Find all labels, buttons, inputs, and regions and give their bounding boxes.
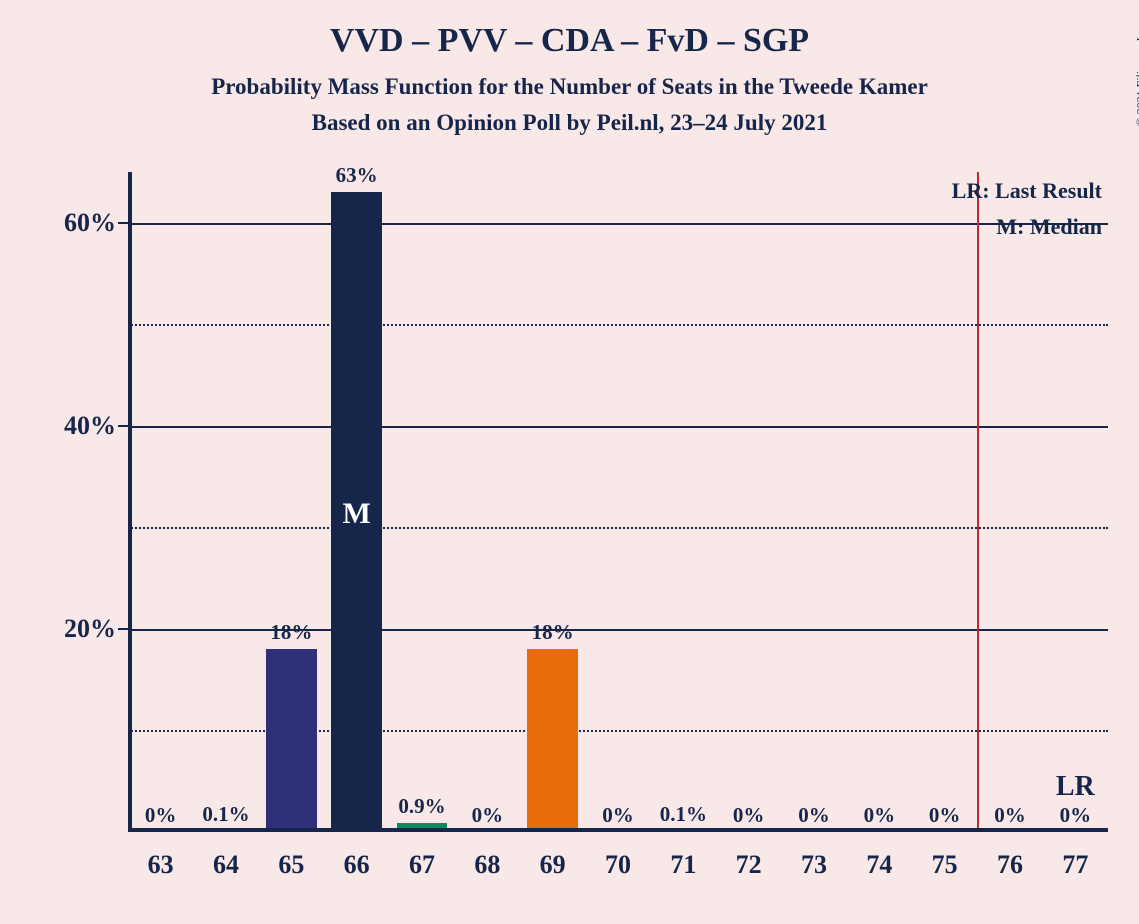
legend-item: LR: Last Result (952, 178, 1102, 204)
copyright-text: © 2021 Filip van Laenen (1133, 6, 1139, 126)
median-mark: M (342, 497, 370, 531)
y-tick (118, 425, 128, 427)
y-tick (118, 222, 128, 224)
x-axis (128, 828, 1108, 832)
chart-subtitle-1: Probability Mass Function for the Number… (0, 74, 1139, 100)
bar-value-label: 18% (532, 620, 574, 645)
chart-title: VVD – PVV – CDA – FvD – SGP (0, 0, 1139, 60)
bar-value-label: 63% (336, 163, 378, 188)
bar-value-label: 18% (270, 620, 312, 645)
bar (266, 649, 317, 832)
bar-value-label: 0.1% (202, 802, 249, 827)
legend-item: M: Median (996, 214, 1102, 240)
x-axis-label: 76 (997, 832, 1023, 880)
y-tick (118, 628, 128, 630)
gridline-minor (128, 324, 1108, 326)
bar-value-label: 0% (472, 803, 504, 828)
chart-subtitle-2: Based on an Opinion Poll by Peil.nl, 23–… (0, 110, 1139, 136)
bar-value-label: 0% (733, 803, 765, 828)
gridline-major (128, 426, 1108, 428)
x-axis-label: 71 (670, 832, 696, 880)
x-axis-label: 77 (1062, 832, 1088, 880)
x-axis-label: 73 (801, 832, 827, 880)
x-axis-label: 74 (866, 832, 892, 880)
x-axis-label: 75 (932, 832, 958, 880)
x-axis-label: 69 (540, 832, 566, 880)
last-result-mark: LR (1056, 771, 1095, 803)
bar (527, 649, 578, 832)
bar-value-label: 0.9% (398, 794, 445, 819)
bar-value-label: 0% (602, 803, 634, 828)
bar-value-label: 0% (994, 803, 1026, 828)
gridline-minor (128, 527, 1108, 529)
bar-value-label: 0% (929, 803, 961, 828)
chart-plot-area: 20%40%60%0%630.1%6418%6563%660.9%670%681… (128, 172, 1108, 832)
bar-value-label: 0% (145, 803, 177, 828)
bar-value-label: 0% (798, 803, 830, 828)
bar-value-label: 0.1% (660, 802, 707, 827)
y-axis (128, 172, 132, 832)
x-axis-label: 65 (278, 832, 304, 880)
x-axis-label: 72 (736, 832, 762, 880)
x-axis-label: 64 (213, 832, 239, 880)
x-axis-label: 70 (605, 832, 631, 880)
x-axis-label: 68 (474, 832, 500, 880)
gridline-major (128, 223, 1108, 225)
x-axis-label: 66 (344, 832, 370, 880)
bar-value-label: 0% (864, 803, 896, 828)
last-result-line (977, 172, 979, 832)
x-axis-label: 67 (409, 832, 435, 880)
x-axis-label: 63 (148, 832, 174, 880)
bar-value-label: 0% (1060, 803, 1092, 828)
